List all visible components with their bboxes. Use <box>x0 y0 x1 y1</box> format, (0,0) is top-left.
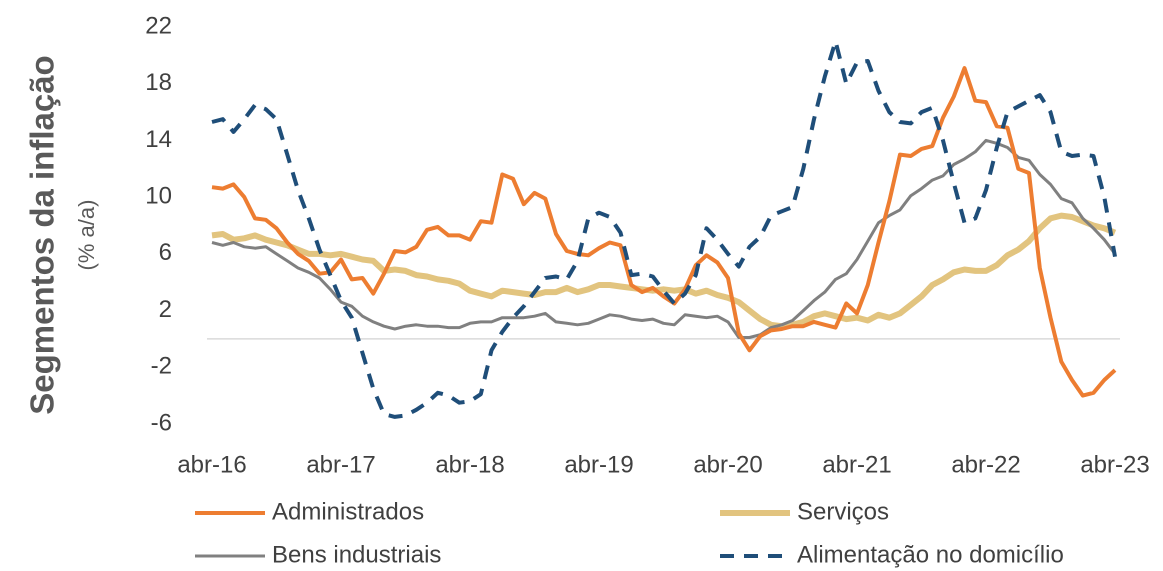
y-tick-label: 22 <box>145 12 172 39</box>
legend-label: Serviços <box>797 498 889 525</box>
y-tick-label: 6 <box>159 239 172 266</box>
legend-label: Alimentação no domicílio <box>797 541 1064 568</box>
series-line <box>211 39 1117 419</box>
series-line <box>211 138 1117 339</box>
legend-label: Administrados <box>272 498 424 525</box>
x-tick-label: abr-16 <box>177 451 246 478</box>
series-line <box>211 212 1117 330</box>
y-tick-label: -6 <box>151 409 172 436</box>
x-tick-label: abr-17 <box>306 451 375 478</box>
y-axis-subtitle: (% a/a) <box>74 200 99 271</box>
x-tick-label: abr-20 <box>693 451 762 478</box>
y-axis-title: Segmentos da inflação <box>24 55 61 414</box>
x-tick-label: abr-19 <box>564 451 633 478</box>
x-tick-label: abr-18 <box>435 451 504 478</box>
y-tick-label: 14 <box>145 126 172 153</box>
x-tick-label: abr-21 <box>822 451 891 478</box>
y-tick-label: 10 <box>145 182 172 209</box>
series-line <box>211 66 1117 398</box>
x-tick-label: abr-23 <box>1080 451 1149 478</box>
x-tick-label: abr-22 <box>951 451 1020 478</box>
y-tick-label: 2 <box>159 296 172 323</box>
y-tick-label: 18 <box>145 69 172 96</box>
legend-label: Bens industriais <box>272 541 441 568</box>
y-tick-label: -2 <box>151 353 172 380</box>
